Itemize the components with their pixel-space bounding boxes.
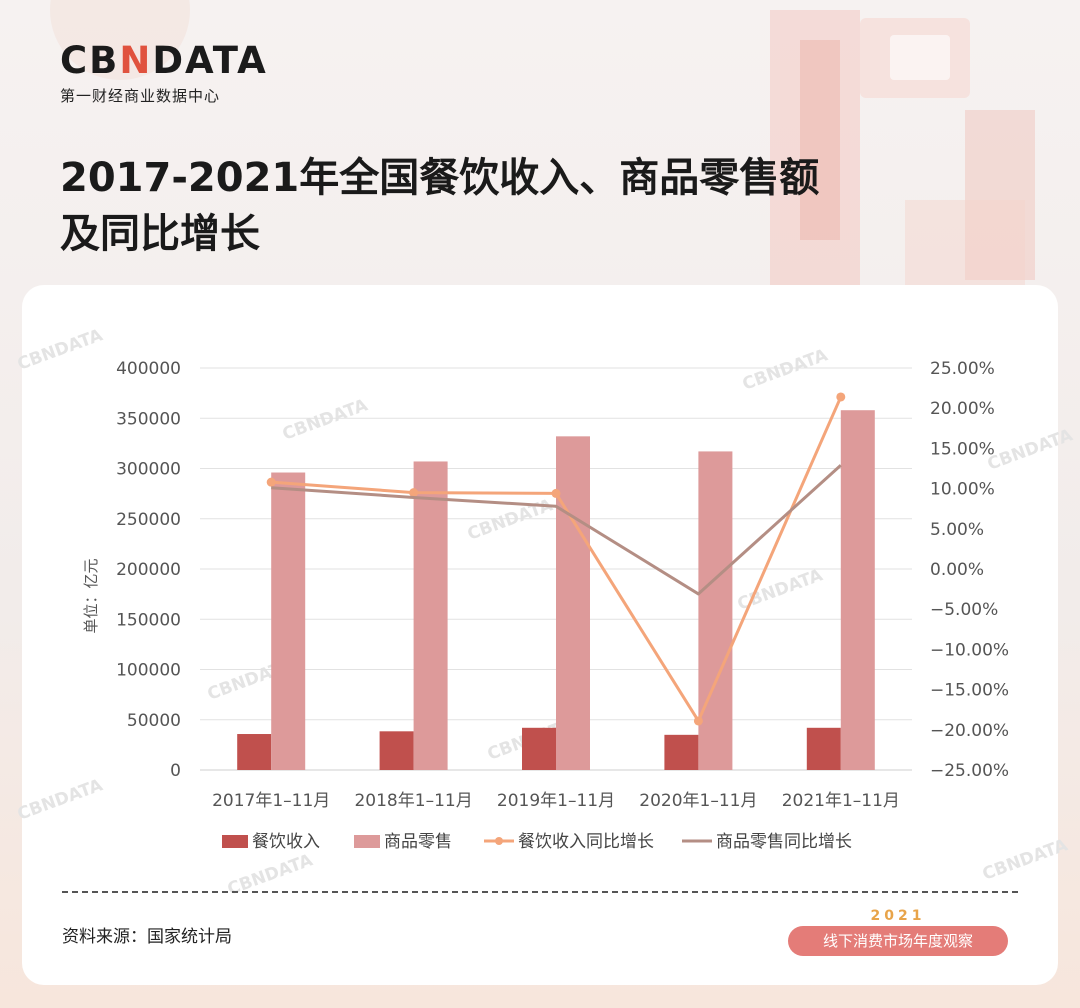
source-note: 资料来源：国家统计局 <box>62 927 232 947</box>
y-right-tick-label: 15.00% <box>930 439 995 459</box>
y-right-tick-label: −10.00% <box>930 640 1009 660</box>
bar-retail <box>413 461 448 770</box>
bar-dining <box>806 727 841 770</box>
y-right-tick-label: −5.00% <box>930 600 998 620</box>
bar-dining <box>664 734 699 770</box>
y-right-tick-label: 5.00% <box>930 520 984 540</box>
bar-retail <box>271 472 306 770</box>
line-retail-growth <box>271 464 842 596</box>
y-right-tick-label: −15.00% <box>930 681 1009 701</box>
brand-mark: N <box>119 39 153 82</box>
y-left-tick-label: 400000 <box>116 359 181 379</box>
brand-name: CBNDATA <box>60 39 268 82</box>
line-point-dining-growth <box>693 716 703 726</box>
y-right-tick-label: 0.00% <box>930 560 984 580</box>
title-line-2: 及同比增长 <box>60 211 260 257</box>
chart-card <box>22 285 1058 985</box>
y-left-tick-label: 200000 <box>116 560 181 580</box>
legend-swatch <box>222 835 248 848</box>
bar-retail <box>840 410 875 770</box>
y-left-tick-label: 250000 <box>116 510 181 530</box>
bar-dining <box>237 734 272 770</box>
y-left-tick-label: 150000 <box>116 610 181 630</box>
line-point-dining-growth <box>836 392 846 402</box>
y-right-tick-label: 10.00% <box>930 480 995 500</box>
watermark: CBNDATA <box>985 425 1076 475</box>
x-tick-label: 2021年1–11月 <box>782 791 900 811</box>
y-left-tick-label: 50000 <box>127 711 181 731</box>
legend-label: 餐饮收入同比增长 <box>518 832 654 852</box>
watermark: CBNDATA <box>15 775 106 825</box>
badge-year: 2021 <box>870 908 926 924</box>
page-title: 2017-2021年全国餐饮收入、商品零售额 及同比增长 <box>60 150 960 262</box>
x-tick-label: 2020年1–11月 <box>639 791 757 811</box>
legend-label: 商品零售 <box>384 832 452 852</box>
bar-retail <box>556 436 590 770</box>
line-point-dining-growth <box>266 477 276 487</box>
watermark: CBNDATA <box>980 835 1071 885</box>
bar-retail <box>698 451 733 770</box>
y-left-axis-label: 单位：亿元 <box>82 558 100 633</box>
watermark: CBNDATA <box>15 325 106 375</box>
legend-marker <box>495 837 503 845</box>
x-tick-label: 2017年1–11月 <box>212 791 330 811</box>
watermark: CBNDATA <box>740 345 831 395</box>
title-line-1: 2017-2021年全国餐饮收入、商品零售额 <box>60 155 820 201</box>
legend-label: 商品零售同比增长 <box>716 832 852 852</box>
y-left-tick-label: 0 <box>170 761 181 781</box>
bar-dining <box>379 731 414 770</box>
y-right-tick-label: −20.00% <box>930 721 1009 741</box>
badge-text: 线下消费市场年度观察 <box>788 926 1008 956</box>
y-right-tick-label: 20.00% <box>930 399 995 419</box>
divider <box>62 891 1018 893</box>
report-badge: 2021 线下消费市场年度观察 <box>782 908 1014 958</box>
x-tick-label: 2018年1–11月 <box>354 791 472 811</box>
y-left-tick-label: 300000 <box>116 460 181 480</box>
legend-label: 餐饮收入 <box>252 832 320 852</box>
y-right-tick-label: 25.00% <box>930 359 995 379</box>
y-left-tick-label: 100000 <box>116 661 181 681</box>
brand-tagline: 第一财经商业数据中心 <box>60 87 221 105</box>
line-point-dining-growth <box>551 488 561 498</box>
watermark: CBNDATA <box>280 395 371 445</box>
bar-dining <box>522 727 556 770</box>
y-right-tick-label: −25.00% <box>930 761 1009 781</box>
y-left-tick-label: 350000 <box>116 409 181 429</box>
line-point-dining-growth <box>409 488 419 498</box>
x-tick-label: 2019年1–11月 <box>497 791 615 811</box>
legend-swatch <box>354 835 380 848</box>
brand-logo: CBNDATA 第一财经商业数据中心 <box>60 42 268 106</box>
